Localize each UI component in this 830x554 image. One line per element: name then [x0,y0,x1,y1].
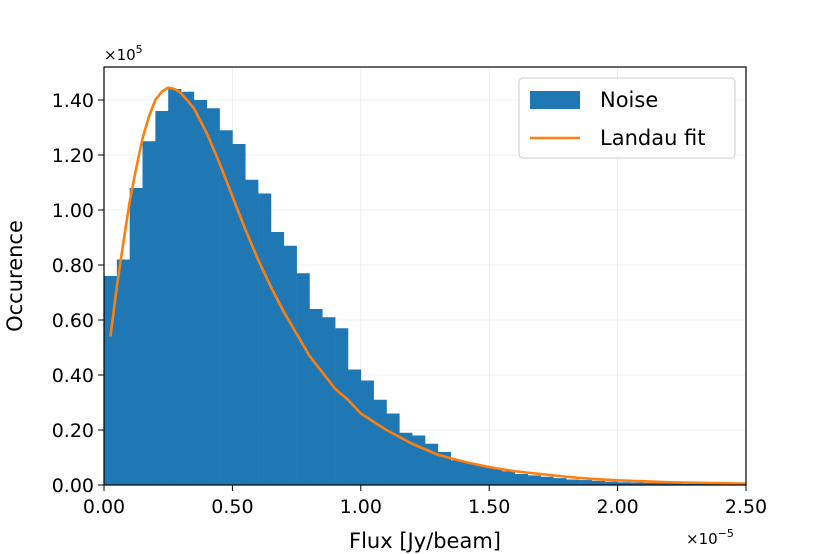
histogram-bar [553,478,567,485]
histogram-bar [181,91,195,485]
histogram-bar [168,89,182,485]
y-multiplier-base: ×10 [104,46,136,64]
svg-text:×105: ×105 [104,43,143,64]
histogram-bar [566,479,580,485]
y-tick-label: 1.20 [52,145,94,167]
histogram-bar [502,471,516,485]
histogram-bar [309,309,323,485]
histogram-bar [142,141,156,485]
histogram-bar [579,480,593,485]
histogram-bar [399,432,413,485]
x-axis-label: Flux [Jy/beam] [349,529,501,553]
histogram-bar [668,483,683,485]
histogram-bar [643,482,657,485]
x-tick-label: 2.50 [725,496,767,518]
histogram-bar [630,482,644,485]
histogram-bar [617,482,631,485]
histogram-bar [129,188,143,485]
x-multiplier: ×10−5 [686,527,734,548]
x-axis-ticks: 0.00 0.50 1.00 1.50 2.00 2.50 [83,485,767,518]
x-multiplier-base: ×10 [686,530,718,548]
legend-noise-swatch [530,91,580,109]
histogram-bar [514,474,529,485]
y-tick-label: 0.00 [52,475,94,497]
legend-noise-label: Noise [600,88,658,112]
fit-line-group [109,86,747,485]
histogram-bar [463,463,477,485]
histogram-bar [412,435,426,485]
x-tick-label: 0.50 [211,496,253,518]
y-tick-label: 0.20 [52,420,94,442]
histogram-bar [386,413,400,485]
histogram-bar [245,179,259,485]
histogram-bar [591,480,606,485]
x-tick-label: 0.00 [83,496,125,518]
histogram-bar [258,193,272,485]
histogram-bar [540,476,554,485]
histogram-bar [681,483,695,485]
y-tick-label: 1.40 [52,90,94,112]
y-tick-label: 0.60 [52,310,94,332]
histogram-bar [527,475,541,485]
y-tick-label: 1.00 [52,200,94,222]
y-multiplier-exp: 5 [136,43,143,56]
y-axis-label: Occurence [3,220,27,332]
histogram-bar [489,468,503,485]
landau-fit-line [109,86,747,485]
histogram-bar [322,317,336,485]
histogram-bar [155,111,169,485]
histogram-bar [476,465,490,485]
histogram-bars [104,89,747,485]
histogram-bar [604,481,618,485]
histogram-bar [450,460,464,485]
plot-frame [103,66,747,486]
histogram-bar [373,399,387,485]
histogram-bar [283,245,297,485]
histogram-bar [437,452,451,485]
histogram-bar [232,144,246,485]
x-tick-label: 1.00 [340,496,382,518]
histogram-bar [219,130,233,485]
y-tick-label: 0.40 [52,365,94,387]
x-tick-label: 2.00 [596,496,638,518]
histogram-bar [656,483,670,485]
histogram-bar [296,273,310,485]
histogram-bar [347,369,362,485]
histogram-bar [193,100,208,485]
svg-text:×10−5: ×10−5 [686,527,734,548]
legend-fit-label: Landau fit [600,126,706,150]
y-axis-ticks: 0.00 0.20 0.40 0.60 0.80 1.00 1.20 1.40 [52,90,104,497]
y-tick-label: 0.80 [52,255,94,277]
histogram-bar [116,259,130,485]
histogram-bar [206,108,220,485]
histogram-bar [360,380,374,485]
x-multiplier-exp: −5 [718,527,734,540]
histogram-bar [335,328,349,485]
y-multiplier: ×105 [104,43,143,64]
histogram-bar [104,276,118,485]
x-tick-label: 1.50 [468,496,510,518]
histogram-bar [270,232,285,485]
legend: Noise Landau fit [518,77,736,159]
